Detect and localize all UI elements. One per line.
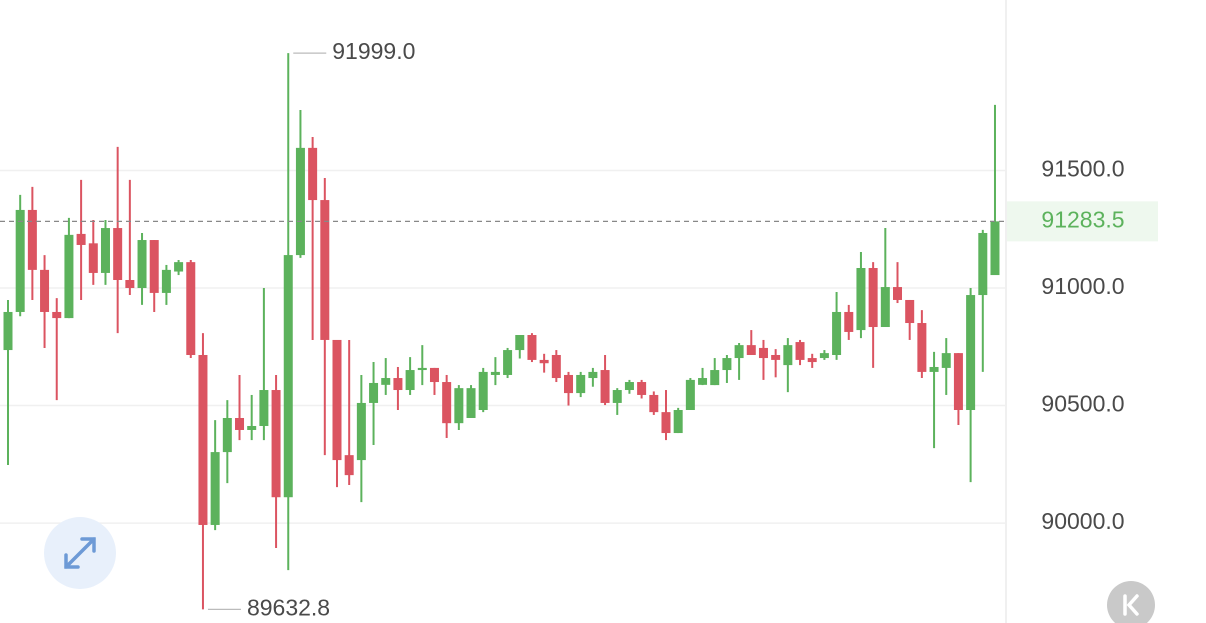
candle-body [685,379,695,411]
y-tick-label: 90000.0 [1041,508,1124,534]
candle-body [771,354,781,360]
candle-body [661,412,671,434]
candle-body [929,366,939,372]
candle-body [27,209,37,270]
candle-body [259,390,269,426]
candle-body [332,339,342,461]
candle-body [588,371,598,379]
last-price-bg [1007,201,1158,242]
candle-body [624,382,634,391]
candle-body [564,374,574,394]
candle-body [161,269,171,293]
candle-body [856,268,866,331]
candle-body [698,378,708,385]
candle-body [186,262,196,355]
candle-body [515,335,525,351]
candle-body [551,354,561,379]
candle-body [15,209,25,312]
candle-body [795,342,805,360]
candle-body [539,359,549,364]
candle-body [746,345,756,355]
candle-body [222,417,232,453]
candle-body [3,311,13,351]
last-price-label: 91283.5 [1041,206,1124,232]
candle-body [52,311,62,319]
y-tick-label: 91000.0 [1041,273,1124,299]
candle-body [905,299,915,324]
candle-body [819,353,829,359]
candle-body [235,417,245,430]
candle-body [478,371,488,411]
candle-body [637,382,647,395]
candle-body [210,452,220,525]
candle-body [137,240,147,288]
y-tick-label: 91500.0 [1041,156,1124,182]
candle-body [966,295,976,411]
candle-body [649,394,659,413]
y-tick-label: 90500.0 [1041,391,1124,417]
candle-body [308,147,318,201]
candle-body [880,287,890,328]
candle-body [576,374,586,394]
candle-body [673,410,683,434]
candle-body [100,228,110,273]
candle-body [442,382,452,424]
annotation-label: 89632.8 [247,594,330,620]
candle-body [125,279,135,288]
candle-body [356,402,366,461]
candle-body [734,345,744,359]
candle-body [868,268,878,328]
candle-body [844,311,854,332]
candle-body [612,390,622,403]
candle-body [405,370,415,391]
candle-body [990,221,1000,276]
candle-body [953,353,963,411]
candle-body [490,371,500,375]
candle-body [344,455,354,476]
candle-body [320,200,330,340]
candle-body [503,350,513,375]
candle-body [247,425,257,430]
candle-body [149,240,159,293]
candle-body [832,311,842,355]
annotation-label: 91999.0 [332,38,415,64]
candle-body [758,347,768,359]
candle-body [271,390,281,498]
expand-icon [64,537,96,569]
expand-button[interactable] [44,517,116,589]
candle-body [722,358,732,371]
candle-body [807,358,817,363]
candle-body [88,243,98,273]
candle-body [369,382,379,403]
candle-body [113,228,123,280]
candle-body [454,388,464,424]
candle-body [64,234,74,319]
scroll-icon [1123,594,1139,616]
candle-body [283,255,293,498]
plot: 90000.0 90500.0 91000.0 91500.0 91999.0 89632… [0,38,1158,620]
candle-body [527,335,537,360]
candle-body [917,323,927,372]
candle-body [941,353,951,368]
candle-body [381,378,391,385]
candle-body [978,232,988,296]
scroll-to-latest-button[interactable] [1107,581,1155,623]
candle-body [295,147,305,256]
candle-body [429,367,439,383]
candle-body [600,370,610,403]
candle-body [393,378,403,391]
candle-body [710,370,720,386]
candle-body [76,233,86,245]
candle-body [417,367,427,371]
candle-body [783,345,793,366]
candle-body [40,269,50,312]
candle-body [893,287,903,300]
candle-body [174,262,184,272]
candle-body [198,354,208,525]
candle-body [466,388,476,418]
